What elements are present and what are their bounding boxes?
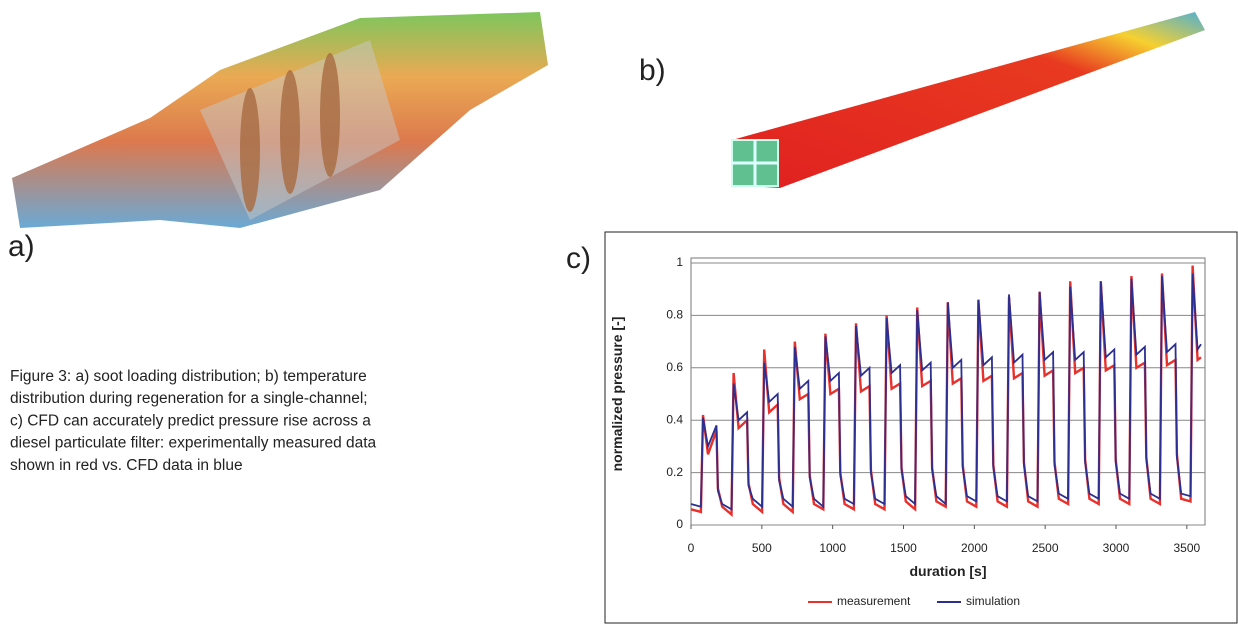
x-tick-label: 3000	[1103, 541, 1130, 555]
x-tick-label: 2000	[961, 541, 988, 555]
data-line	[690, 273, 1202, 511]
y-tick-label: 0.6	[666, 360, 683, 374]
x-axis-label: duration [s]	[910, 563, 987, 579]
x-tick-label: 500	[752, 541, 772, 555]
legend-label: simulation	[966, 594, 1020, 608]
x-tick-label: 1500	[890, 541, 917, 555]
legend-label: measurement	[837, 594, 911, 608]
figure-a	[12, 12, 548, 228]
x-tick-label: 3500	[1173, 541, 1200, 555]
panel-label: a)	[8, 230, 35, 263]
caption-line: Figure 3: a) soot loading distribution; …	[10, 368, 367, 385]
x-tick-label: 0	[688, 541, 695, 555]
caption-line: shown in red vs. CFD data in blue	[10, 457, 243, 474]
y-tick-label: 1	[676, 255, 683, 269]
y-tick-label: 0.8	[666, 308, 683, 322]
figure-b	[731, 12, 1205, 188]
y-tick-label: 0.4	[666, 412, 683, 426]
panel-label: b)	[639, 54, 666, 87]
x-tick-label: 2500	[1032, 541, 1059, 555]
caption-line: c) CFD can accurately predict pressure r…	[10, 412, 371, 429]
x-tick-label: 1000	[819, 541, 846, 555]
caption-line: diesel particulate filter: experimentall…	[10, 435, 377, 452]
panel-label: c)	[566, 242, 591, 275]
y-axis-label: normalized pressure [-]	[609, 317, 625, 472]
y-tick-label: 0	[676, 517, 683, 531]
caption-line: distribution during regeneration for a s…	[10, 390, 368, 407]
chart-frame	[604, 231, 1238, 624]
y-tick-label: 0.2	[666, 465, 683, 479]
